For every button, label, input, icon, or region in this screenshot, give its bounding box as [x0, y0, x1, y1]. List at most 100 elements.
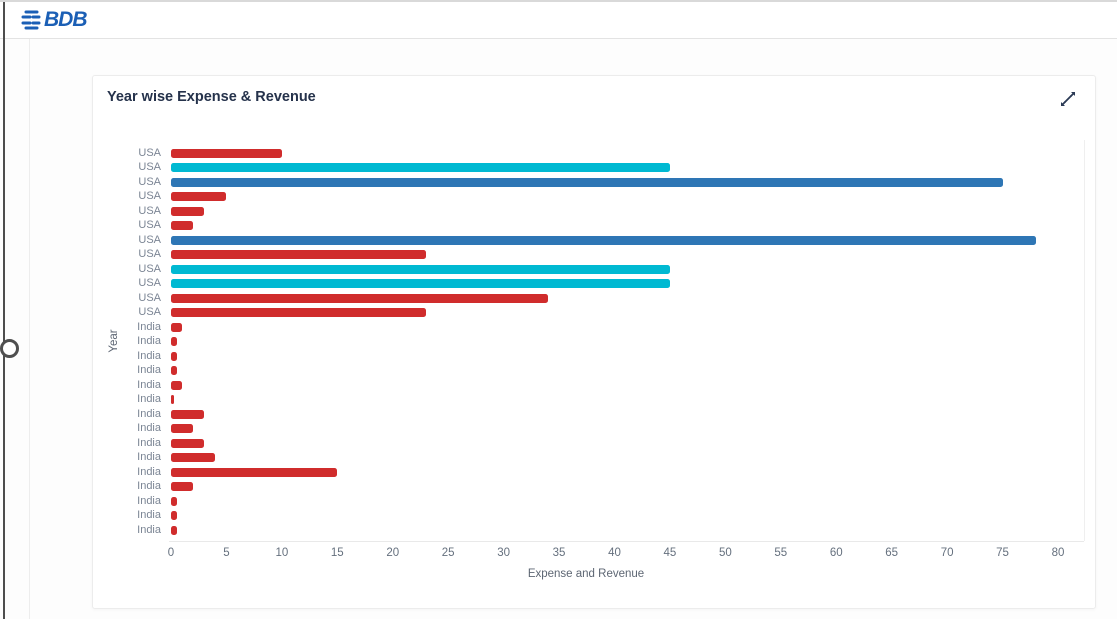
bar-india-22[interactable]	[171, 467, 338, 477]
bar-usa-3[interactable]	[171, 192, 227, 201]
bar-india-14[interactable]	[171, 351, 177, 361]
category-label: USA	[138, 233, 161, 246]
chart-row: USA	[93, 291, 1097, 306]
x-tick-label: 5	[223, 547, 230, 559]
expand-button[interactable]	[1057, 88, 1079, 110]
bar-chart: Expense and Revenue Year USA USA USA USA USA…	[93, 76, 1097, 610]
category-label: USA	[138, 146, 161, 159]
bdb-logo[interactable]: BDB	[20, 7, 87, 33]
category-label: India	[137, 494, 161, 507]
category-label: India	[137, 320, 161, 333]
category-label: USA	[138, 248, 161, 260]
chart-row: India	[93, 465, 1097, 480]
x-tick-label: 40	[608, 547, 621, 559]
x-tick-label: 50	[718, 547, 732, 559]
bar-usa-2[interactable]	[171, 177, 1003, 187]
category-label: USA	[138, 277, 161, 289]
category-label: India	[137, 349, 161, 362]
category-label: India	[137, 509, 161, 521]
bar-india-13[interactable]	[171, 337, 177, 346]
chart-row: USA	[93, 233, 1097, 248]
category-label: India	[137, 465, 161, 478]
x-tick-label: 65	[885, 547, 899, 559]
chart-row: USA	[93, 160, 1097, 175]
bar-usa-1[interactable]	[171, 163, 670, 172]
bar-usa-5[interactable]	[171, 221, 194, 230]
chart-row: India	[93, 421, 1097, 436]
category-label: India	[137, 407, 161, 420]
bar-india-19[interactable]	[171, 424, 194, 433]
x-axis-line	[169, 541, 1084, 542]
chart-row: India	[93, 392, 1097, 407]
logo-text: BDB	[44, 8, 87, 31]
bar-india-12[interactable]	[171, 322, 183, 332]
x-tick-label: 75	[996, 547, 1009, 559]
chart-row: USA	[93, 276, 1097, 291]
bar-india-16[interactable]	[171, 380, 183, 390]
bar-usa-4[interactable]	[171, 206, 205, 216]
x-tick-label: 70	[940, 547, 954, 559]
x-tick-label: 45	[663, 547, 677, 559]
bar-usa-0[interactable]	[171, 148, 282, 158]
chart-row: India	[93, 508, 1097, 523]
category-label: India	[137, 378, 161, 391]
chart-row: USA	[93, 305, 1097, 320]
expand-diagonal-arrows-icon	[1061, 92, 1075, 106]
x-tick-label: 80	[1051, 547, 1065, 559]
bar-usa-7[interactable]	[171, 250, 426, 259]
category-label: India	[137, 364, 161, 376]
category-label: India	[137, 523, 161, 536]
top-navbar: BDB	[0, 2, 1117, 39]
chart-row: India	[93, 494, 1097, 509]
chart-row: India	[93, 436, 1097, 451]
category-label: India	[137, 393, 161, 405]
bar-usa-8[interactable]	[171, 264, 670, 274]
bar-usa-11[interactable]	[171, 308, 426, 317]
bar-india-17[interactable]	[171, 395, 175, 404]
chart-row: USA	[93, 204, 1097, 219]
chart-row: USA	[93, 247, 1097, 262]
category-label: USA	[138, 161, 161, 173]
category-label: India	[137, 422, 161, 434]
panel-divider	[29, 39, 30, 619]
bar-india-20[interactable]	[171, 438, 205, 448]
chart-row: India	[93, 320, 1097, 335]
bar-india-26[interactable]	[171, 525, 177, 535]
x-tick-label: 35	[552, 547, 566, 559]
category-label: India	[137, 480, 161, 492]
chart-row: USA	[93, 189, 1097, 204]
bar-india-21[interactable]	[171, 453, 216, 462]
bdb-logo-icon	[21, 10, 41, 30]
category-label: India	[137, 335, 161, 347]
chart-row: India	[93, 334, 1097, 349]
chart-row: India	[93, 407, 1097, 422]
chart-row: India	[93, 450, 1097, 465]
category-label: USA	[138, 204, 161, 217]
bar-india-18[interactable]	[171, 409, 205, 419]
category-label: India	[137, 451, 161, 463]
chart-row: India	[93, 523, 1097, 538]
chart-row: USA	[93, 262, 1097, 277]
chart-title: Year wise Expense & Revenue	[107, 89, 316, 105]
x-tick-label: 60	[829, 547, 843, 559]
x-tick-label: 55	[774, 547, 788, 559]
bar-india-15[interactable]	[171, 366, 177, 375]
bar-usa-9[interactable]	[171, 279, 670, 288]
bar-india-24[interactable]	[171, 496, 177, 506]
chart-row: USA	[93, 175, 1097, 190]
chart-row: USA	[93, 146, 1097, 161]
x-tick-label: 25	[441, 547, 455, 559]
chart-card: Year wise Expense & Revenue Expense and …	[92, 75, 1096, 609]
annotation-circle	[0, 339, 19, 358]
bar-usa-10[interactable]	[171, 293, 548, 303]
x-tick-label: 0	[167, 547, 175, 559]
chart-row: India	[93, 349, 1097, 364]
bar-india-23[interactable]	[171, 482, 194, 491]
category-label: India	[137, 436, 161, 449]
bar-india-25[interactable]	[171, 511, 177, 520]
x-axis-title: Expense and Revenue	[527, 568, 645, 580]
category-label: USA	[138, 262, 161, 275]
left-edge-line	[3, 2, 5, 619]
bar-usa-6[interactable]	[171, 235, 1036, 245]
